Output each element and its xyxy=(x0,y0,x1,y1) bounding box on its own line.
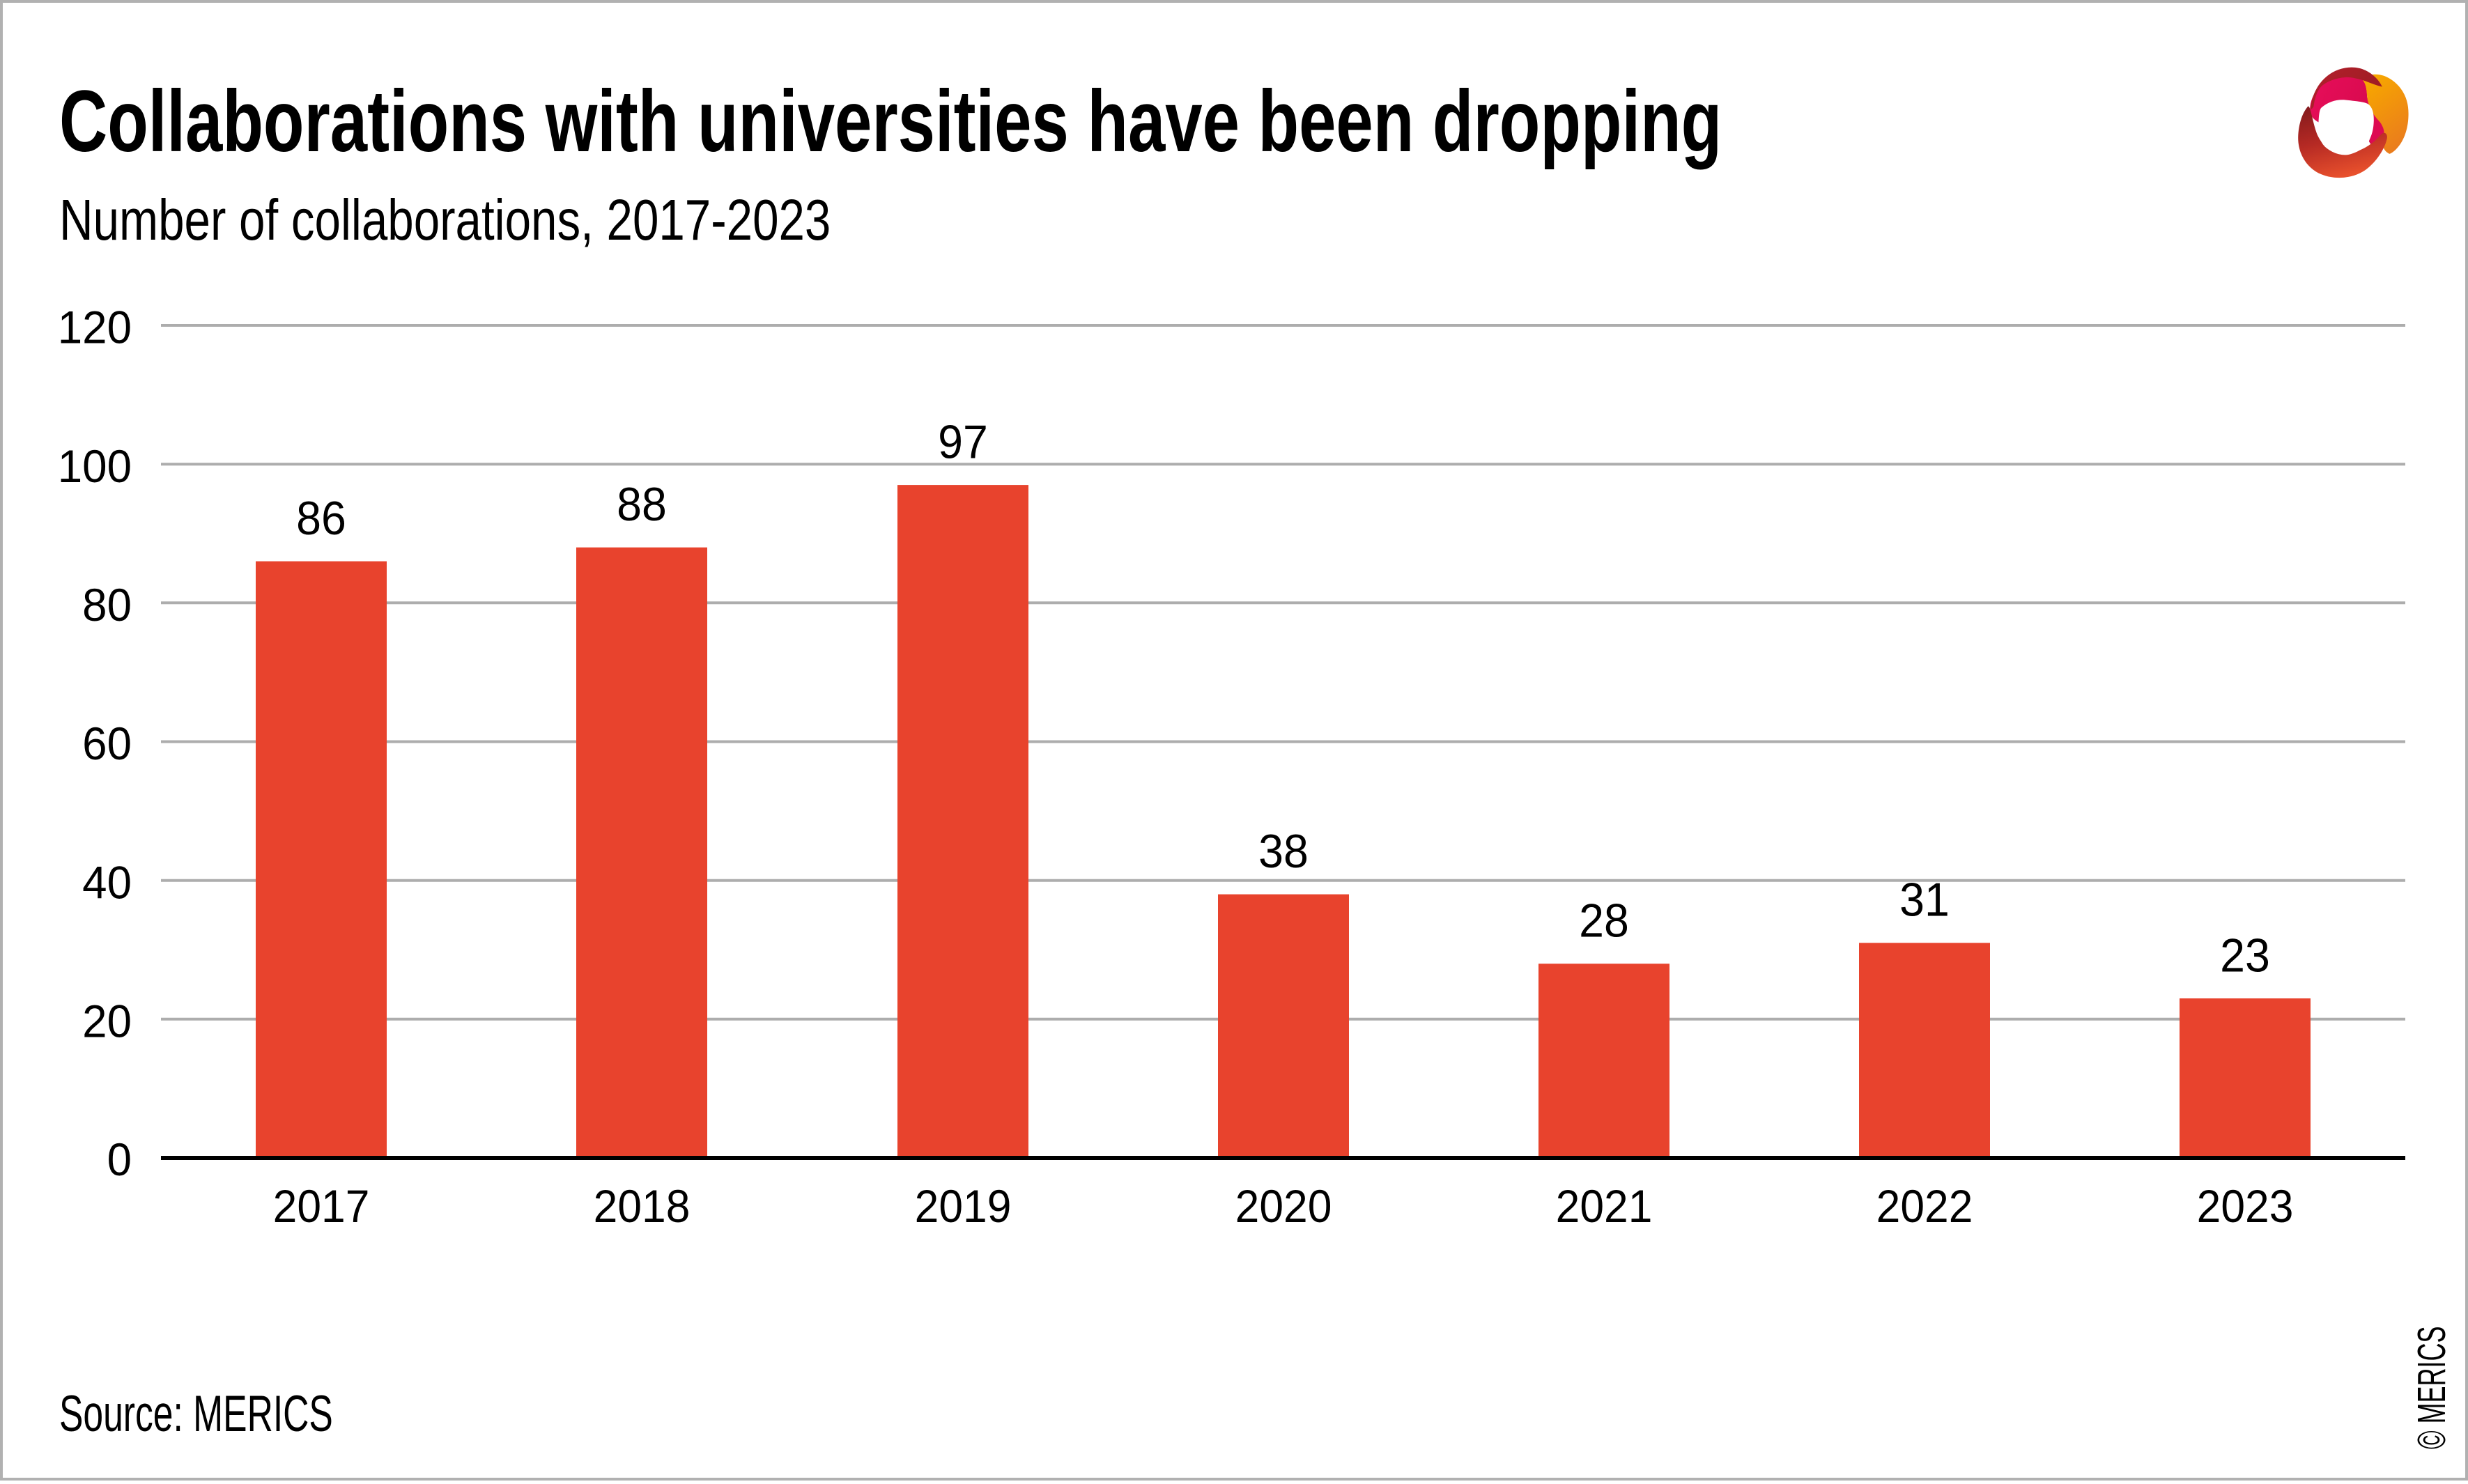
svg-text:97: 97 xyxy=(938,415,988,468)
svg-text:60: 60 xyxy=(82,718,132,769)
svg-text:20: 20 xyxy=(82,995,132,1046)
svg-text:Source: MERICS: Source: MERICS xyxy=(59,1386,333,1442)
svg-text:40: 40 xyxy=(82,856,132,908)
svg-text:86: 86 xyxy=(296,492,346,545)
svg-text:31: 31 xyxy=(1899,873,1950,926)
svg-text:2017: 2017 xyxy=(273,1180,370,1232)
svg-text:80: 80 xyxy=(82,579,132,631)
svg-text:28: 28 xyxy=(1579,894,1629,947)
svg-text:38: 38 xyxy=(1258,825,1309,878)
svg-text:2018: 2018 xyxy=(594,1180,691,1232)
svg-text:88: 88 xyxy=(617,478,667,531)
svg-text:100: 100 xyxy=(58,440,132,492)
svg-text:2021: 2021 xyxy=(1556,1180,1653,1232)
svg-text:0: 0 xyxy=(107,1134,132,1185)
svg-text:© MERICS: © MERICS xyxy=(2410,1326,2454,1449)
svg-text:23: 23 xyxy=(2220,929,2270,982)
svg-text:2019: 2019 xyxy=(915,1180,1012,1232)
svg-text:Collaborations with universiti: Collaborations with universities have be… xyxy=(59,72,1722,170)
svg-text:2023: 2023 xyxy=(2197,1180,2294,1232)
svg-text:120: 120 xyxy=(58,302,132,353)
svg-text:2022: 2022 xyxy=(1876,1180,1973,1232)
svg-text:Number of collaborations, 2017: Number of collaborations, 2017-2023 xyxy=(59,188,831,252)
svg-text:2020: 2020 xyxy=(1235,1180,1332,1232)
